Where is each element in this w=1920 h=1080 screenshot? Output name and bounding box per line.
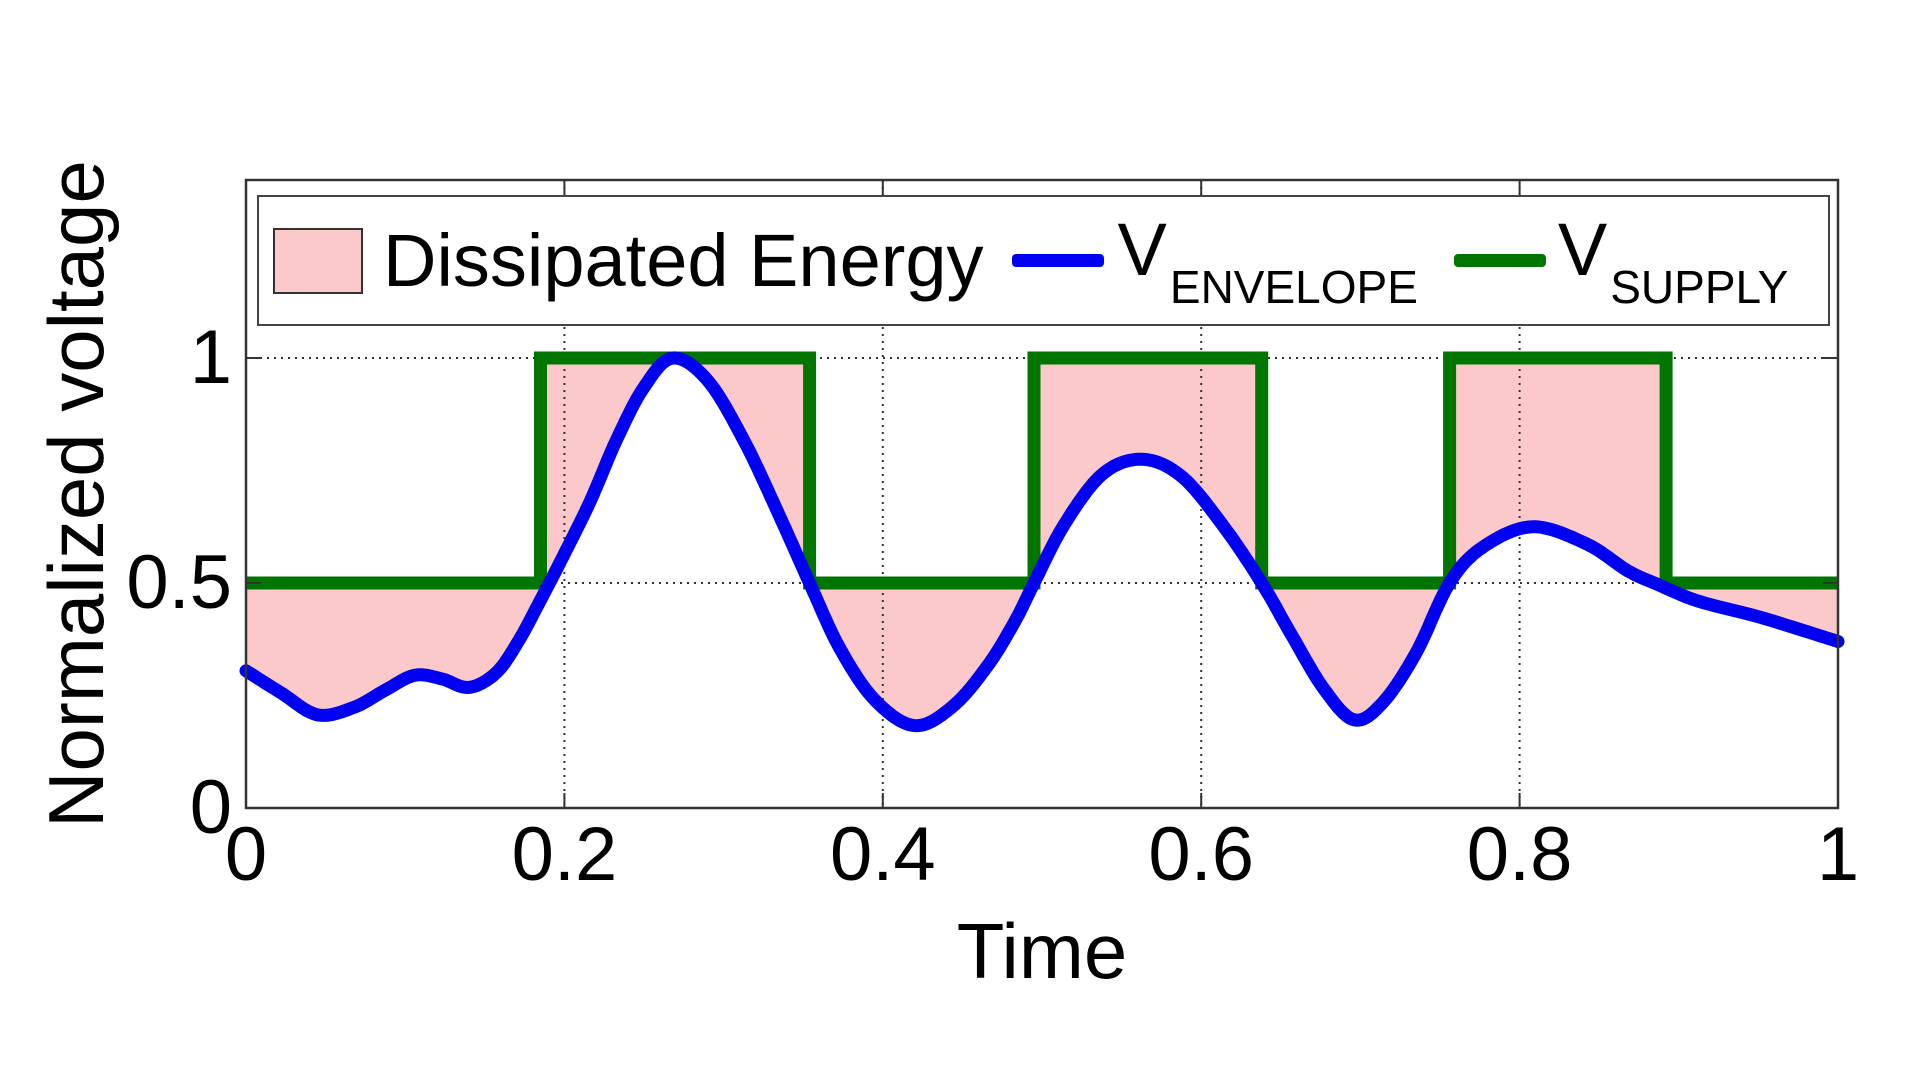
envelope-label-subscript: ENVELOPE	[1169, 260, 1418, 313]
x-tick-label-0.6: 0.6	[1148, 812, 1255, 897]
legend-label-supply: V SUPPLY	[1557, 207, 1789, 313]
legend-label-dissipated-energy: Dissipated Energy	[383, 218, 984, 302]
axes-border	[244, 178, 1840, 810]
supply-line	[246, 351, 1838, 590]
y-axis-label: Normalized voltage	[32, 160, 120, 828]
x-tick-label-1: 1	[1816, 812, 1860, 897]
envelope-line-swatch	[1011, 254, 1104, 267]
envelope-label-main: V	[1117, 207, 1167, 291]
supply-label-subscript: SUPPLY	[1610, 260, 1789, 313]
x-tick-label-0: 0	[224, 812, 268, 897]
dissipated-energy-area	[246, 358, 1838, 726]
envelope-line	[239, 351, 1845, 733]
x-tick-label-0.8: 0.8	[1466, 812, 1573, 897]
y-tick-label-1: 1	[189, 315, 232, 400]
legend-label-envelope: V ENVELOPE	[1117, 207, 1418, 313]
supply-line-swatch	[1453, 254, 1546, 267]
supply-label-main: V	[1557, 207, 1608, 291]
y-tick-label-0.5: 0.5	[126, 540, 232, 625]
y-tick-label-0: 0	[189, 765, 232, 850]
x-tick-label-0.2: 0.2	[511, 812, 618, 897]
legend: Dissipated Energy V ENVELOPE V SUPPLY	[257, 195, 1830, 326]
x-axis-label: Time	[956, 907, 1128, 995]
x-tick-label-0.4: 0.4	[829, 812, 936, 897]
dissipated-energy-swatch	[273, 227, 363, 294]
